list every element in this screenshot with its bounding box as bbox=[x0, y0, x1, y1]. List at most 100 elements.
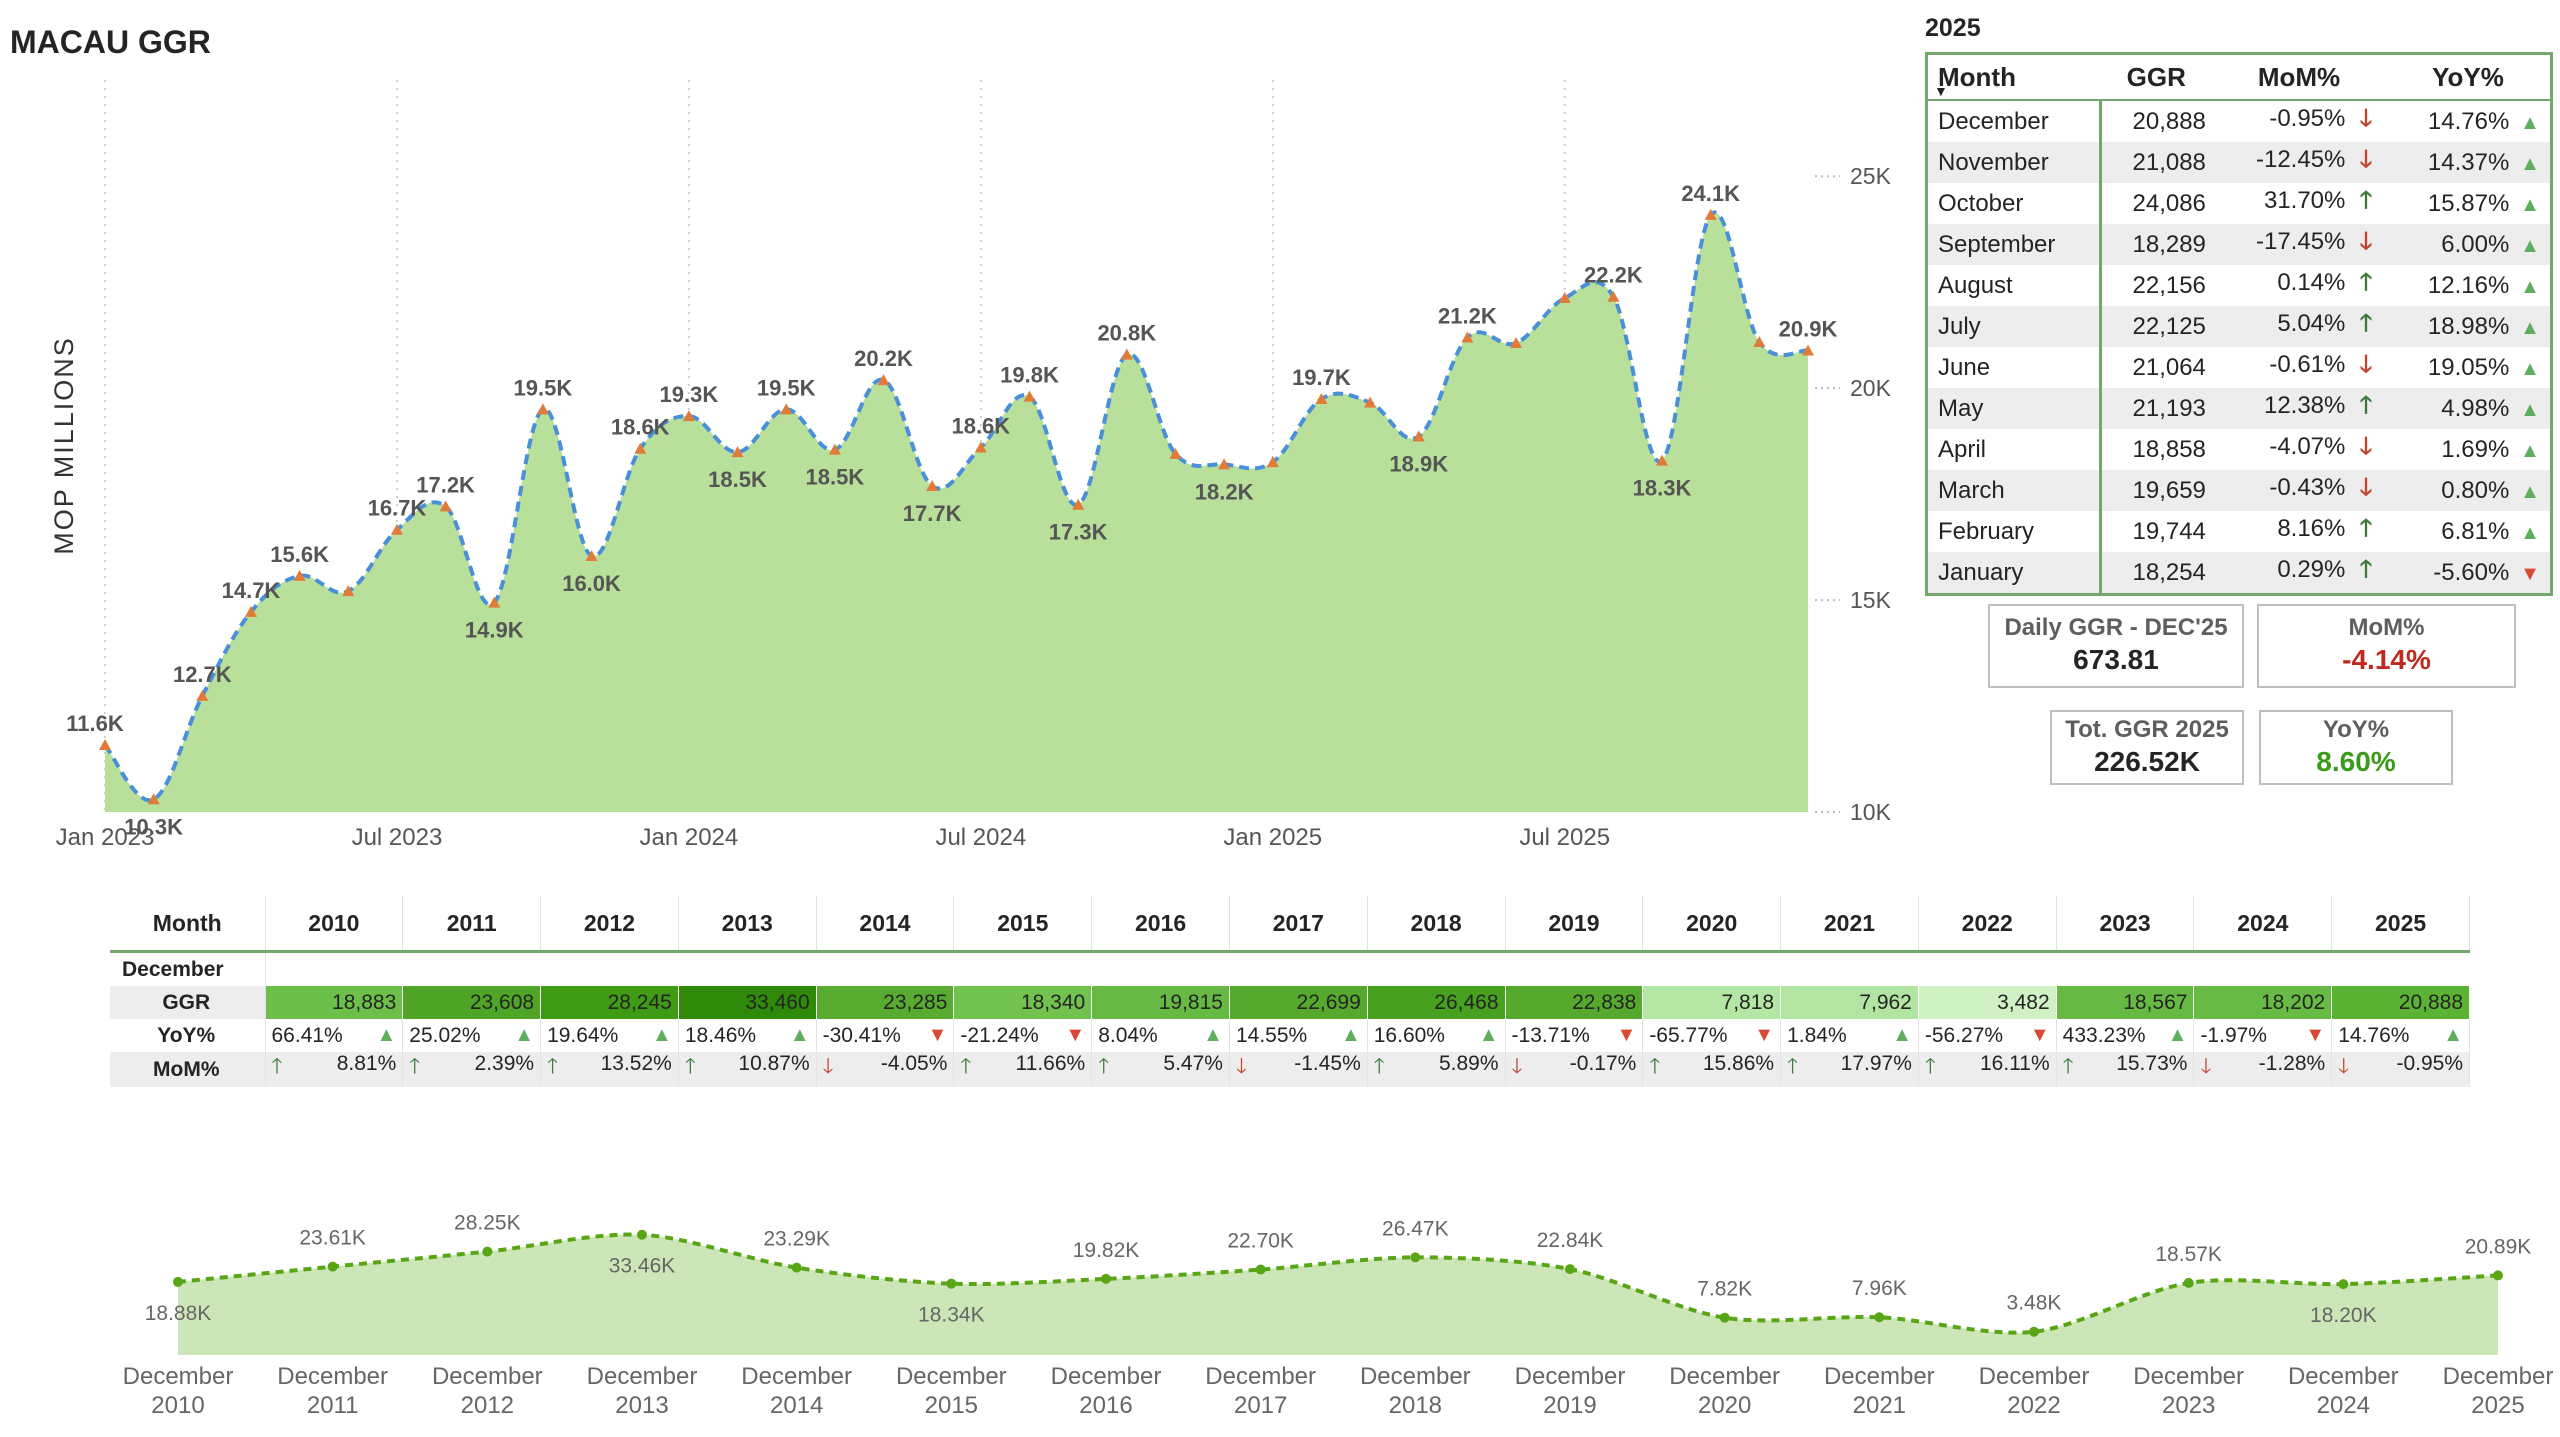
data-point[interactable] bbox=[1412, 430, 1425, 442]
table-row[interactable]: April 18,858 -4.07% 🡓 1.69% ▲ bbox=[1928, 429, 2550, 470]
data-point[interactable] bbox=[1120, 348, 1133, 360]
matrix-year-header[interactable]: 2011 bbox=[402, 896, 542, 953]
arrow-up-icon: 🡑 bbox=[2359, 310, 2373, 337]
sort-desc-icon[interactable]: ▼ bbox=[1934, 83, 1948, 99]
december-data-point[interactable] bbox=[946, 1278, 957, 1289]
data-point[interactable] bbox=[926, 480, 939, 492]
matrix-year-header[interactable]: 2013 bbox=[678, 896, 817, 953]
matrix-month-header[interactable]: Month bbox=[110, 896, 266, 953]
data-point[interactable] bbox=[1753, 336, 1766, 348]
table-2025: Month ▼ GGR MoM% YoY% December 20,888 -0.9… bbox=[1925, 52, 2553, 596]
data-point[interactable] bbox=[1072, 498, 1085, 510]
data-point[interactable] bbox=[196, 689, 209, 701]
matrix-year-header[interactable]: 2016 bbox=[1091, 896, 1230, 953]
december-data-label: 28.25K bbox=[454, 1212, 521, 1235]
december-x-tick-label: December bbox=[741, 1363, 852, 1390]
december-data-point[interactable] bbox=[2493, 1270, 2503, 1281]
data-point[interactable] bbox=[1218, 458, 1231, 470]
data-point[interactable] bbox=[1364, 396, 1377, 408]
data-point[interactable] bbox=[439, 500, 452, 512]
data-point[interactable] bbox=[1802, 344, 1814, 356]
december-data-point[interactable] bbox=[2338, 1279, 2349, 1290]
matrix-year-header[interactable]: 2020 bbox=[1642, 896, 1782, 953]
december-x-tick-label: December bbox=[2288, 1363, 2399, 1390]
data-point[interactable] bbox=[147, 793, 160, 805]
data-point[interactable] bbox=[828, 443, 841, 455]
table-row[interactable]: September 18,289 -17.45% 🡓 6.00% ▲ bbox=[1928, 224, 2550, 265]
matrix-year-header[interactable]: 2014 bbox=[816, 896, 955, 953]
table-row[interactable]: February 19,744 8.16% 🡑 6.81% ▲ bbox=[1928, 511, 2550, 552]
data-point[interactable] bbox=[342, 585, 355, 597]
table-row[interactable]: July 22,125 5.04% 🡑 18.98% ▲ bbox=[1928, 306, 2550, 347]
data-label: 15.6K bbox=[270, 542, 329, 567]
data-point[interactable] bbox=[682, 410, 695, 422]
december-data-point[interactable] bbox=[482, 1246, 493, 1257]
data-point[interactable] bbox=[974, 441, 987, 453]
col-month-header[interactable]: Month ▼ bbox=[1928, 55, 2101, 101]
data-point[interactable] bbox=[1704, 208, 1717, 220]
december-data-point[interactable] bbox=[1255, 1264, 1266, 1275]
december-data-point[interactable] bbox=[1410, 1252, 1421, 1263]
data-point[interactable] bbox=[536, 403, 549, 415]
col-mom-header[interactable]: MoM% bbox=[2211, 55, 2387, 101]
matrix-year-header[interactable]: 2022 bbox=[1918, 896, 2057, 953]
matrix-year-header[interactable]: 2018 bbox=[1367, 896, 1506, 953]
data-point[interactable] bbox=[1558, 292, 1571, 304]
col-yoy-header[interactable]: YoY% bbox=[2386, 55, 2550, 101]
data-point[interactable] bbox=[877, 374, 890, 386]
data-point[interactable] bbox=[1315, 392, 1328, 404]
data-point[interactable] bbox=[780, 403, 793, 415]
matrix-year-header[interactable]: 2025 bbox=[2331, 896, 2470, 953]
data-point[interactable] bbox=[244, 605, 257, 617]
december-data-point[interactable] bbox=[791, 1262, 802, 1273]
data-point[interactable] bbox=[1607, 290, 1620, 302]
data-point[interactable] bbox=[731, 446, 744, 458]
december-data-point[interactable] bbox=[1101, 1273, 1111, 1284]
data-point[interactable] bbox=[488, 596, 501, 608]
december-data-point[interactable] bbox=[2029, 1326, 2039, 1337]
december-data-label: 18.34K bbox=[918, 1304, 985, 1327]
col-ggr-header[interactable]: GGR bbox=[2100, 55, 2212, 101]
december-data-point[interactable] bbox=[173, 1276, 183, 1287]
table-row[interactable]: January 18,254 0.29% 🡑 -5.60% ▼ bbox=[1928, 552, 2550, 593]
december-data-point[interactable] bbox=[1719, 1312, 1730, 1323]
matrix-year-header[interactable]: 2021 bbox=[1780, 896, 1919, 953]
arrow-up-icon: 🡑 bbox=[1649, 1055, 1661, 1078]
december-data-point[interactable] bbox=[2183, 1277, 2194, 1288]
december-data-label: 22.84K bbox=[1537, 1229, 1604, 1252]
matrix-year-header[interactable]: 2012 bbox=[540, 896, 679, 953]
table-row[interactable]: October 24,086 31.70% 🡑 15.87% ▲ bbox=[1928, 183, 2550, 224]
table-row[interactable]: June 21,064 -0.61% 🡓 19.05% ▲ bbox=[1928, 347, 2550, 388]
card-daily-ggr: Daily GGR - DEC'25 673.81 bbox=[1988, 604, 2244, 688]
matrix-year-header[interactable]: 2015 bbox=[953, 896, 1093, 953]
matrix-year-header[interactable]: 2010 bbox=[265, 896, 404, 953]
data-point[interactable] bbox=[1510, 337, 1523, 349]
matrix-year-header[interactable]: 2017 bbox=[1229, 896, 1368, 953]
december-data-label: 18.20K bbox=[2310, 1304, 2377, 1327]
december-data-point[interactable] bbox=[1874, 1312, 1885, 1323]
cell-yoy: 4.98% ▲ bbox=[2386, 388, 2550, 429]
december-data-point[interactable] bbox=[637, 1229, 647, 1240]
data-point[interactable] bbox=[1656, 454, 1669, 466]
matrix-year-header[interactable]: 2019 bbox=[1505, 896, 1644, 953]
data-point[interactable] bbox=[1461, 331, 1474, 343]
table-row[interactable]: December 20,888 -0.95% 🡓 14.76% ▲ bbox=[1928, 100, 2550, 142]
table-row[interactable]: March 19,659 -0.43% 🡓 0.80% ▲ bbox=[1928, 470, 2550, 511]
data-point[interactable] bbox=[99, 739, 111, 751]
data-point[interactable] bbox=[390, 523, 403, 535]
data-point[interactable] bbox=[293, 569, 306, 581]
data-point[interactable] bbox=[634, 442, 647, 454]
data-point[interactable] bbox=[1266, 456, 1279, 468]
matrix-year-header[interactable]: 2024 bbox=[2193, 896, 2333, 953]
matrix-year-header[interactable]: 2023 bbox=[2056, 896, 2195, 953]
arrow-up-icon: 🡑 bbox=[684, 1055, 696, 1078]
data-point[interactable] bbox=[585, 549, 598, 561]
december-data-point[interactable] bbox=[1565, 1264, 1575, 1275]
data-point[interactable] bbox=[1169, 447, 1182, 459]
december-data-point[interactable] bbox=[327, 1261, 338, 1272]
table-row[interactable]: May 21,193 12.38% 🡑 4.98% ▲ bbox=[1928, 388, 2550, 429]
table-row[interactable]: August 22,156 0.14% 🡑 12.16% ▲ bbox=[1928, 265, 2550, 306]
x-tick-label: Jul 2023 bbox=[352, 824, 443, 851]
table-row[interactable]: November 21,088 -12.45% 🡓 14.37% ▲ bbox=[1928, 142, 2550, 183]
data-point[interactable] bbox=[1023, 390, 1036, 402]
